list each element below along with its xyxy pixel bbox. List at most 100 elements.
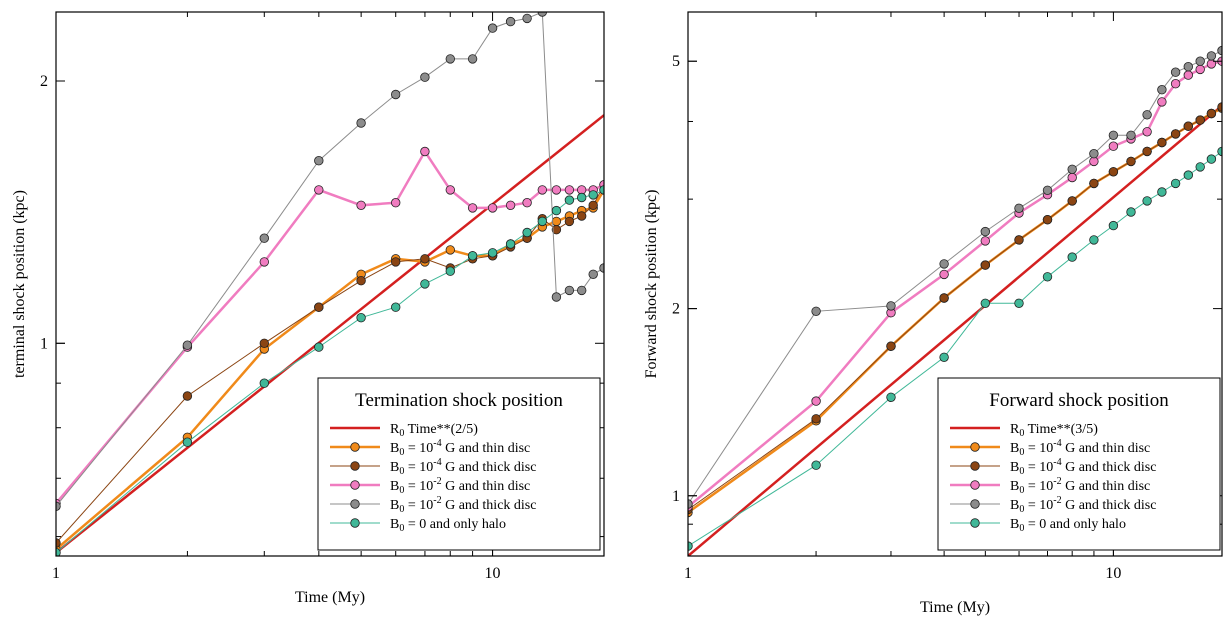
y-tick-label: 2 — [672, 301, 680, 318]
data-point — [445, 185, 456, 195]
data-point — [1014, 298, 1024, 309]
data-point — [1089, 178, 1099, 189]
data-point — [811, 460, 821, 470]
legend-marker — [350, 461, 360, 471]
legend-label: B0 = 10-4 G and thick disc — [390, 457, 536, 477]
y-tick-label: 2 — [40, 73, 48, 90]
plot-frame — [687, 11, 1223, 557]
x-axis-label: Time (My) — [920, 599, 990, 616]
data-point — [537, 185, 548, 195]
data-point — [1042, 272, 1053, 282]
legend-label: R0 Time**(2/5) — [390, 422, 478, 439]
series-line-0 — [688, 104, 1222, 556]
data-point — [588, 190, 598, 200]
data-point — [1157, 137, 1167, 148]
data-point — [1195, 64, 1205, 75]
data-point — [420, 254, 430, 264]
legend-label: B0 = 10-4 G and thin disc — [1010, 438, 1150, 458]
data-point — [1067, 252, 1077, 262]
data-point — [588, 269, 598, 280]
data-point — [487, 248, 498, 258]
data-point — [1195, 115, 1205, 125]
data-point — [445, 266, 456, 276]
legend-label: B0 = 10-2 G and thick disc — [390, 495, 536, 515]
legend-marker — [970, 480, 980, 490]
data-point — [577, 211, 587, 221]
data-point — [551, 205, 562, 216]
data-point — [1183, 121, 1194, 131]
data-point — [1108, 220, 1119, 231]
data-point — [980, 236, 991, 246]
data-point — [505, 239, 516, 249]
plot-frame — [55, 11, 605, 557]
x-tick-label: 10 — [1105, 565, 1121, 582]
legend-box — [317, 377, 601, 551]
data-point — [599, 263, 604, 273]
data-point — [259, 338, 270, 349]
data-point — [939, 352, 949, 363]
data-point — [1089, 235, 1099, 245]
data-point — [314, 155, 324, 166]
x-tick-label: 10 — [485, 565, 501, 582]
data-point — [1217, 45, 1222, 56]
legend-marker — [970, 499, 980, 509]
legend-marker — [350, 518, 360, 528]
data-point — [1142, 110, 1152, 120]
data-point — [599, 185, 604, 195]
data-point — [1157, 187, 1167, 197]
data-point — [1126, 207, 1136, 217]
data-point — [182, 437, 193, 447]
legend-label: B0 = 10-2 G and thick disc — [1010, 495, 1156, 515]
y-tick-label: 1 — [672, 488, 680, 505]
data-point — [1126, 130, 1136, 141]
data-point — [391, 302, 401, 312]
data-point — [314, 342, 324, 352]
data-point — [577, 192, 587, 203]
legend-title: Forward shock position — [989, 390, 1169, 411]
data-point — [522, 227, 532, 238]
legend-title: Termination shock position — [355, 390, 563, 411]
data-point — [537, 216, 548, 227]
data-point — [811, 396, 821, 406]
data-point — [467, 203, 478, 213]
data-point — [564, 216, 575, 227]
data-point — [356, 313, 366, 323]
data-point — [1142, 146, 1152, 157]
data-point — [1195, 56, 1205, 66]
x-tick-label: 1 — [52, 565, 60, 582]
data-point — [564, 185, 575, 195]
data-point — [1108, 130, 1119, 141]
legend: Termination shock position R0 Time**(2/5)… — [317, 377, 601, 551]
termination-shock-chart: 1 10 1 2 Time (My) terminal shock position … — [11, 11, 605, 606]
data-point — [505, 16, 516, 27]
data-point — [939, 259, 949, 269]
data-point — [445, 54, 456, 64]
data-point — [259, 257, 270, 267]
data-point — [1170, 78, 1181, 89]
data-point — [1170, 67, 1181, 77]
legend-box — [937, 377, 1221, 551]
data-point — [1170, 129, 1181, 139]
legend-label: B0 = 10-2 G and thin disc — [390, 476, 530, 496]
data-point — [391, 89, 401, 100]
data-point — [182, 340, 193, 350]
data-point — [1067, 172, 1077, 183]
legend-label: R0 Time**(3/5) — [1010, 422, 1098, 439]
data-point — [1108, 141, 1119, 151]
data-point — [420, 146, 430, 157]
y-axis-label: Forward shock position (kpc) — [643, 190, 660, 379]
data-point — [259, 233, 270, 243]
data-point — [886, 301, 896, 311]
data-point — [1183, 70, 1194, 80]
data-point — [1067, 164, 1077, 175]
y-tick-label: 1 — [40, 335, 48, 352]
data-point — [356, 276, 366, 286]
data-point — [505, 200, 516, 211]
legend-label: B0 = 10-2 G and thin disc — [1010, 476, 1150, 496]
data-point — [467, 54, 478, 64]
data-point — [182, 391, 193, 401]
data-point — [811, 306, 821, 317]
data-point — [420, 279, 430, 289]
data-point — [1042, 214, 1053, 225]
